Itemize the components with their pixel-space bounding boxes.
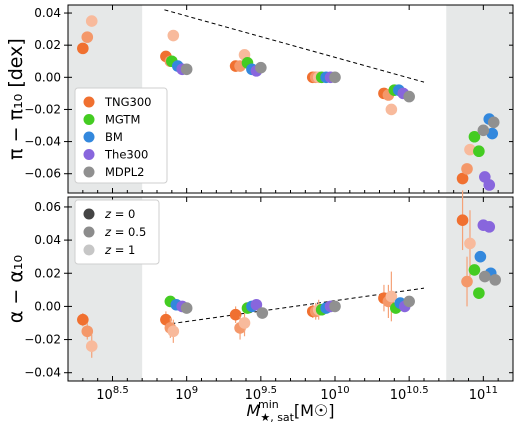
- y-axis-label: α − α₁₀: [5, 255, 27, 323]
- data-point: [487, 116, 500, 129]
- legend-marker: [83, 208, 95, 220]
- data-point: [456, 172, 469, 185]
- legend-marker: [83, 114, 95, 125]
- legend-label: BM: [105, 130, 123, 144]
- legend-marker: [83, 226, 95, 238]
- data-point: [468, 264, 481, 276]
- data-point: [85, 340, 98, 352]
- bottom-panel: 0.06 0.04 0.02 0.00 −0.02 −0.04 108.5 109 109.5 1…: [5, 190, 514, 424]
- data-point: [329, 71, 341, 84]
- legend-marker: [83, 244, 95, 256]
- legend-marker: [83, 96, 95, 108]
- data-point: [403, 295, 415, 308]
- y-tick-label: 0.04: [34, 6, 61, 20]
- y-tick-label: 0.02: [34, 266, 61, 280]
- legend-marker: [83, 149, 95, 160]
- data-point: [456, 214, 469, 227]
- data-point: [256, 307, 269, 319]
- shaded-region: [446, 5, 513, 193]
- y-tick-label: −0.02: [24, 102, 61, 116]
- data-point: [81, 325, 94, 338]
- data-point: [250, 298, 263, 311]
- legend-box: [74, 199, 160, 265]
- y-tick-label: 0.02: [34, 38, 61, 52]
- data-point: [180, 63, 193, 76]
- data-point: [461, 275, 473, 288]
- x-tick-label: 1011: [469, 385, 498, 403]
- y-tick-label: 0.00: [34, 299, 61, 313]
- data-point: [167, 325, 180, 338]
- data-point: [85, 15, 98, 27]
- x-tick-label: 109.5: [245, 385, 277, 403]
- data-point: [486, 127, 499, 140]
- x-axis-label: M★, satmin [M☉]: [247, 398, 335, 424]
- data-point: [464, 237, 476, 250]
- top-panel: 0.04 0.02 0.00 −0.02 −0.04 −0.06 π − π₁₀ [dex]…: [5, 4, 514, 194]
- legend-box: [74, 87, 168, 184]
- data-point: [461, 163, 473, 175]
- y-tick-label: −0.04: [24, 366, 61, 380]
- data-point: [238, 317, 251, 329]
- x-tick-label: 109: [175, 385, 198, 403]
- data-point: [255, 61, 267, 74]
- data-point: [473, 287, 485, 299]
- legend-label: MDPL2: [105, 165, 144, 179]
- data-point: [474, 250, 487, 263]
- x-tick-label: 1010: [320, 385, 349, 403]
- data-point: [479, 270, 491, 283]
- data-point: [477, 124, 490, 137]
- legend-marker: [83, 166, 95, 178]
- data-point: [483, 179, 496, 191]
- y-tick-label: 0.06: [34, 200, 61, 214]
- data-point: [167, 29, 180, 42]
- y-axis-label: π − π₁₀ [dex]: [5, 38, 27, 160]
- data-point: [180, 302, 193, 314]
- data-point: [489, 274, 502, 286]
- data-point: [403, 90, 415, 103]
- data-point: [385, 103, 398, 116]
- data-point: [329, 300, 341, 313]
- y-tick-label: −0.02: [24, 333, 61, 347]
- data-point: [464, 143, 476, 156]
- legend-label: z = 1: [104, 243, 135, 257]
- legend-label: z = 0: [104, 207, 135, 221]
- y-tick-label: 0.04: [34, 233, 61, 247]
- data-point: [483, 221, 496, 233]
- data-point: [77, 313, 89, 326]
- y-tick-label: 0.00: [34, 70, 61, 84]
- x-tick-label: 108.5: [96, 385, 128, 403]
- data-point: [81, 31, 94, 43]
- y-tick-label: −0.04: [24, 135, 61, 149]
- data-point: [229, 308, 242, 321]
- data-point: [473, 145, 485, 158]
- x-tick-label: 1010.5: [390, 385, 429, 403]
- legend-label: MGTM: [105, 113, 140, 127]
- data-point: [77, 42, 89, 55]
- data-point: [468, 130, 481, 143]
- data-point: [385, 290, 398, 303]
- legend-label: z = 0.5: [104, 225, 146, 239]
- fit-line: [164, 9, 425, 83]
- legend-label: The300: [104, 148, 148, 162]
- legend-label: TNG300: [104, 95, 152, 109]
- y-tick-label: −0.06: [24, 167, 61, 181]
- legend-marker: [83, 131, 95, 143]
